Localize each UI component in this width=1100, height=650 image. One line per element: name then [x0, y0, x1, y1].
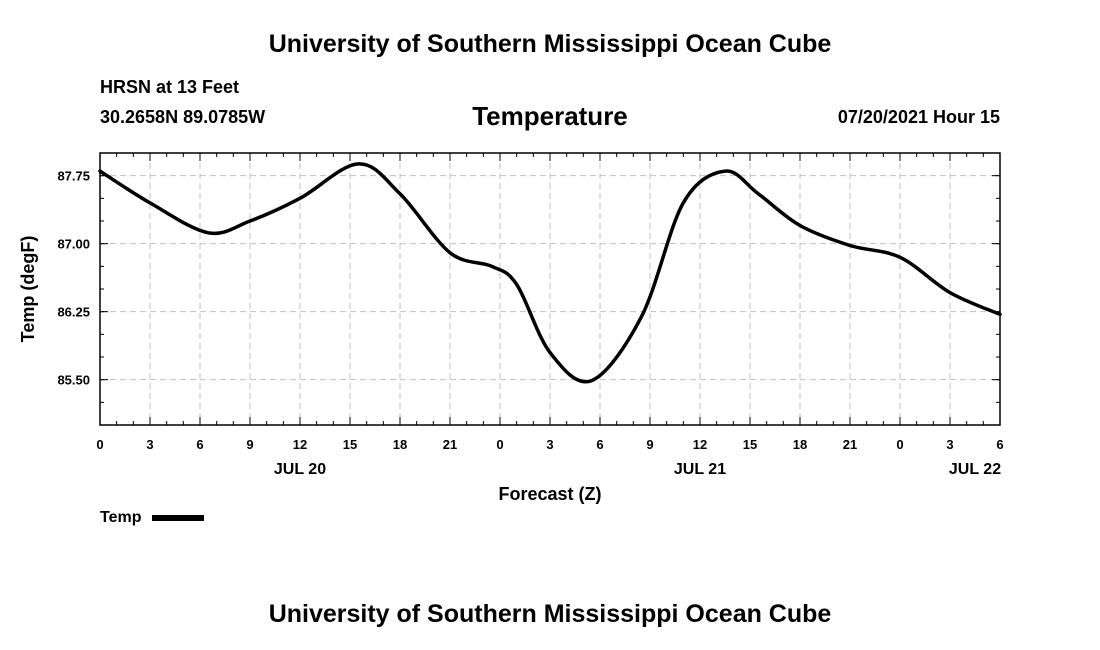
legend-swatch	[151, 514, 204, 521]
legend-label: Temp	[100, 509, 142, 526]
x-tick-label: 6	[596, 437, 603, 452]
axis-labels: 0 3 6 9 12 15 18 21 0 3 6 9 12 15 18 21 0 3 6 85.50 86.25 87.…	[57, 169, 1003, 478]
chart-title-top: University of Southern Mississippi Ocean…	[268, 30, 832, 58]
x-tick-label: 6	[196, 437, 203, 452]
y-tick-label: 85.50	[57, 373, 90, 388]
x-tick-label: 0	[96, 437, 103, 452]
station-coordinates: 30.2658N 89.0785W	[100, 107, 266, 127]
plot-frame	[99, 152, 1001, 426]
date-label: JUL 21	[674, 461, 726, 478]
x-tick-label: 6	[996, 437, 1003, 452]
x-tick-label: 12	[693, 437, 707, 452]
temp-series-line	[98, 162, 1002, 384]
x-tick-label: 3	[546, 437, 553, 452]
x-tick-label: 9	[246, 437, 253, 452]
y-tick-label: 87.00	[57, 237, 90, 252]
grid-lines	[100, 153, 1000, 425]
x-tick-label: 21	[443, 437, 457, 452]
legend: Temp	[100, 509, 204, 527]
x-axis-title: Forecast (Z)	[498, 484, 601, 504]
forecast-timestamp: 07/20/2021 Hour 15	[837, 107, 1000, 127]
x-tick-label: 3	[146, 437, 153, 452]
date-label: JUL 20	[274, 461, 326, 478]
y-tick-label: 87.75	[57, 169, 90, 184]
x-tick-label: 12	[293, 437, 307, 452]
x-tick-label: 9	[646, 437, 653, 452]
y-tick-label: 86.25	[57, 305, 90, 320]
x-tick-label: 15	[343, 437, 357, 452]
x-tick-label: 18	[393, 437, 407, 452]
x-tick-label: 15	[743, 437, 757, 452]
x-tick-label: 21	[843, 437, 857, 452]
x-tick-label: 18	[793, 437, 807, 452]
station-label: HRSN at 13 Feet	[100, 77, 240, 97]
y-axis-title: Temp (degF)	[18, 236, 38, 343]
x-tick-label: 3	[946, 437, 953, 452]
x-tick-label: 0	[896, 437, 903, 452]
date-label: JUL 22	[949, 461, 1001, 478]
chart-title-bottom: University of Southern Mississippi Ocean…	[268, 600, 832, 628]
x-tick-label: 0	[496, 437, 503, 452]
variable-title: Temperature	[472, 101, 628, 131]
